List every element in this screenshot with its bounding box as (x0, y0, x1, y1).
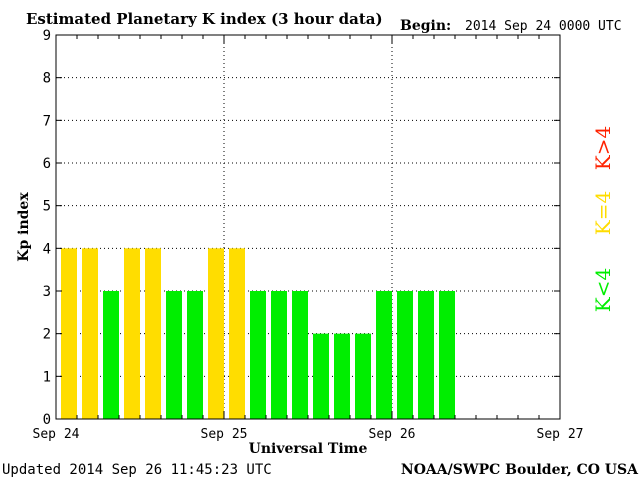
kp-bar (355, 333, 371, 419)
y-tick-label: 1 (43, 369, 51, 385)
y-tick-label: 2 (43, 327, 51, 343)
kp-bar (418, 291, 434, 419)
y-axis-label: Kp index (16, 192, 32, 262)
kp-bar (124, 248, 140, 419)
begin-label: Begin: (400, 18, 451, 34)
y-tick-label: 4 (43, 241, 51, 257)
x-tick-label: Sep 26 (369, 427, 416, 442)
kp-bar (166, 291, 182, 419)
x-axis-label: Universal Time (249, 441, 368, 457)
kp-bar (271, 291, 287, 419)
updated-timestamp: Updated 2014 Sep 26 11:45:23 UTC (2, 462, 272, 478)
legend-k-greater-4: K>4 (591, 126, 615, 170)
x-tick-label: Sep 27 (537, 427, 584, 442)
y-tick-label: 9 (43, 28, 51, 44)
x-tick-label: Sep 25 (201, 427, 248, 442)
axis-ticks: 0 1 2 3 4 5 6 7 8 9 Sep 24 Sep 25 Sep 26 Sep 27 (33, 28, 584, 442)
y-tick-label: 8 (43, 71, 51, 87)
legend-k-less-4: K<4 (591, 268, 615, 312)
y-tick-label: 6 (43, 156, 51, 172)
begin-value: 2014 Sep 24 0000 UTC (465, 19, 622, 34)
kp-bar (313, 333, 329, 419)
kp-bar (229, 248, 245, 419)
kp-bar (397, 291, 413, 419)
source-credit: NOAA/SWPC Boulder, CO USA (401, 462, 639, 478)
y-tick-label: 7 (43, 113, 51, 129)
kp-bar (103, 291, 119, 419)
y-tick-label: 0 (43, 412, 51, 428)
kp-bar (82, 248, 98, 419)
chart-title: Estimated Planetary K index (3 hour data… (26, 10, 383, 28)
x-tick-label: Sep 24 (33, 427, 80, 442)
kp-bar (145, 248, 161, 419)
kp-bar (187, 291, 203, 419)
legend-k-equal-4: K=4 (591, 191, 615, 235)
y-tick-label: 3 (43, 284, 51, 300)
kp-bar (292, 291, 308, 419)
bars (61, 248, 455, 419)
kp-bar (208, 248, 224, 419)
kp-bar (439, 291, 455, 419)
kp-bar (334, 333, 350, 419)
kp-bar (376, 291, 392, 419)
kp-bar (250, 291, 266, 419)
y-tick-label: 5 (43, 199, 51, 215)
kp-bar (61, 248, 77, 419)
